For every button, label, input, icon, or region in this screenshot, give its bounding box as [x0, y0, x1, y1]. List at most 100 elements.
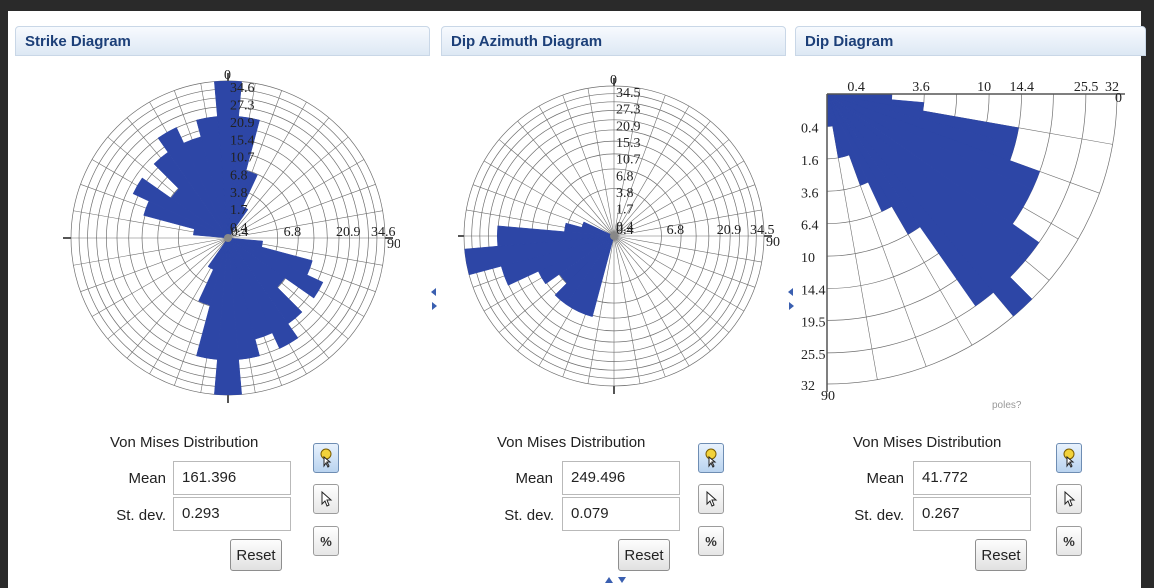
- scale-label-horizontal: 0.4: [616, 223, 634, 238]
- scale-label-vertical: 0.4: [616, 220, 634, 235]
- reset-button[interactable]: Reset: [975, 539, 1027, 571]
- scale-label-vertical: 10.7: [616, 152, 641, 167]
- percent-button[interactable]: %: [1056, 526, 1082, 556]
- dip-sector: [826, 93, 869, 186]
- grid-spoke: [613, 235, 641, 384]
- rose-petal: [464, 235, 615, 276]
- grid-spoke: [227, 159, 365, 239]
- rose-petal: [198, 237, 229, 306]
- reset-button[interactable]: Reset: [618, 539, 670, 571]
- stdev-field[interactable]: 0.079: [562, 497, 680, 531]
- scale-label-vertical: 27.3: [616, 103, 641, 118]
- scale-label-horizontal: 20.9: [336, 225, 361, 240]
- dip-sector: [826, 93, 893, 212]
- grid-spoke: [587, 235, 615, 384]
- scale-label-left: 32: [801, 379, 815, 394]
- arrow-pointer-icon[interactable]: [698, 484, 724, 514]
- mean-field[interactable]: 41.772: [913, 461, 1031, 495]
- strike-diagram-header: Strike Diagram: [15, 26, 430, 56]
- scale-label-vertical: 1.7: [616, 203, 634, 218]
- percent-button[interactable]: %: [313, 526, 339, 556]
- dip-azimuth-rose-diagram[interactable]: 34.5 27.3 20.9 15.3 10.7 6.8 3.8 1.7 0.4 34.5 20.9…: [456, 66, 783, 398]
- scale-label-vertical: 20.9: [230, 116, 255, 131]
- grid-spoke: [613, 235, 690, 367]
- grid-spoke: [613, 235, 756, 288]
- splitter-arrows-bottom[interactable]: [603, 575, 629, 585]
- scale-label-top: 10: [977, 80, 991, 95]
- scale-label-left: 1.6: [801, 154, 819, 169]
- grid-spoke: [73, 237, 229, 266]
- stdev-label: St. dev.: [116, 507, 166, 524]
- mean-field[interactable]: 161.396: [173, 461, 291, 495]
- stdev-field[interactable]: 0.293: [173, 497, 291, 531]
- pointer-hand-icon[interactable]: [1056, 443, 1082, 473]
- scale-label-horizontal: 20.9: [717, 223, 742, 238]
- grid-spoke: [227, 184, 376, 239]
- percent-button[interactable]: %: [698, 526, 724, 556]
- axis-label-zero: 0: [1115, 91, 1122, 106]
- grid-spoke: [227, 136, 349, 239]
- scale-label-left: 6.4: [801, 219, 819, 234]
- scale-label-vertical: 15.3: [616, 136, 641, 151]
- grid-spoke: [613, 139, 730, 237]
- rose-petal: [157, 127, 229, 239]
- mean-label: Mean: [128, 470, 166, 487]
- scale-label-left: 19.5: [801, 315, 826, 330]
- splitter-arrows-right[interactable]: [787, 288, 795, 310]
- window-frame-left: [0, 0, 8, 588]
- grid-spoke: [613, 235, 711, 352]
- grid-spoke: [613, 105, 690, 237]
- axis-label-north: 0: [224, 68, 231, 83]
- grid-spoke: [80, 237, 229, 292]
- grid-spoke: [483, 160, 615, 237]
- scale-label-horizontal: 6.8: [284, 225, 302, 240]
- reset-button[interactable]: Reset: [230, 539, 282, 571]
- strike-rose-diagram[interactable]: 34.6 27.3 20.9 15.4 10.7 6.8 3.8 1.7 0.4 34.6 20.9…: [55, 60, 401, 410]
- rose-petal: [132, 177, 229, 239]
- dip-sector: [826, 93, 921, 235]
- mean-field[interactable]: 249.496: [562, 461, 680, 495]
- scale-label-left: 10: [801, 251, 815, 266]
- scale-label-top: 14.4: [1010, 80, 1035, 95]
- scale-label-vertical: 34.5: [616, 86, 641, 101]
- rose-petal: [497, 225, 615, 247]
- von-mises-title: Von Mises Distribution: [497, 434, 646, 451]
- grid-spoke: [613, 88, 641, 237]
- rose-petal: [196, 116, 229, 239]
- grid-spoke: [91, 237, 229, 317]
- stdev-field[interactable]: 0.267: [913, 497, 1031, 531]
- rose-petal: [227, 237, 299, 349]
- grid-spoke: [613, 235, 762, 263]
- von-mises-title: Von Mises Distribution: [110, 434, 259, 451]
- scale-label-vertical: 34.6: [230, 81, 255, 96]
- window-frame-top: [0, 0, 1154, 11]
- window-frame-right: [1141, 0, 1154, 588]
- grid-spoke: [613, 120, 711, 237]
- arrow-pointer-icon[interactable]: [313, 484, 339, 514]
- stdev-label: St. dev.: [854, 507, 904, 524]
- scale-label-vertical: 10.7: [230, 151, 255, 166]
- grid-spoke: [613, 235, 730, 333]
- center-marker: [224, 234, 232, 242]
- scale-label-vertical: 0.4: [230, 221, 248, 236]
- dip-azimuth-rose-svg: 34.527.320.915.310.76.83.81.70.4 34.520.9…: [456, 73, 780, 394]
- scale-label-left: 0.4: [801, 121, 819, 136]
- grid-spoke: [587, 88, 615, 237]
- footer-text: poles?: [992, 400, 1022, 411]
- grid-spoke: [613, 235, 745, 312]
- scale-label-horizontal: 6.8: [667, 223, 685, 238]
- arrow-pointer-icon[interactable]: [1056, 484, 1082, 514]
- pointer-hand-icon[interactable]: [698, 443, 724, 473]
- grid-spoke: [517, 120, 615, 237]
- grid-spoke: [613, 94, 666, 237]
- pointer-hand-icon[interactable]: [313, 443, 339, 473]
- scale-label-top: 25.5: [1074, 80, 1099, 95]
- dip-quarter-diagram[interactable]: 0.4 3.6 10 14.4 25.5 32 0.4 1.6 3.6 6.4 10 14.4 19.5…: [797, 66, 1141, 416]
- dip-azimuth-diagram-header: Dip Azimuth Diagram: [441, 26, 786, 56]
- axis-label-ninety: 90: [821, 389, 835, 404]
- splitter-arrows-left[interactable]: [430, 288, 438, 310]
- scale-label-vertical: 20.9: [616, 119, 641, 134]
- axis-label-north: 0: [610, 73, 617, 88]
- grid-spoke: [107, 237, 229, 340]
- scale-label-vertical: 1.7: [230, 203, 248, 218]
